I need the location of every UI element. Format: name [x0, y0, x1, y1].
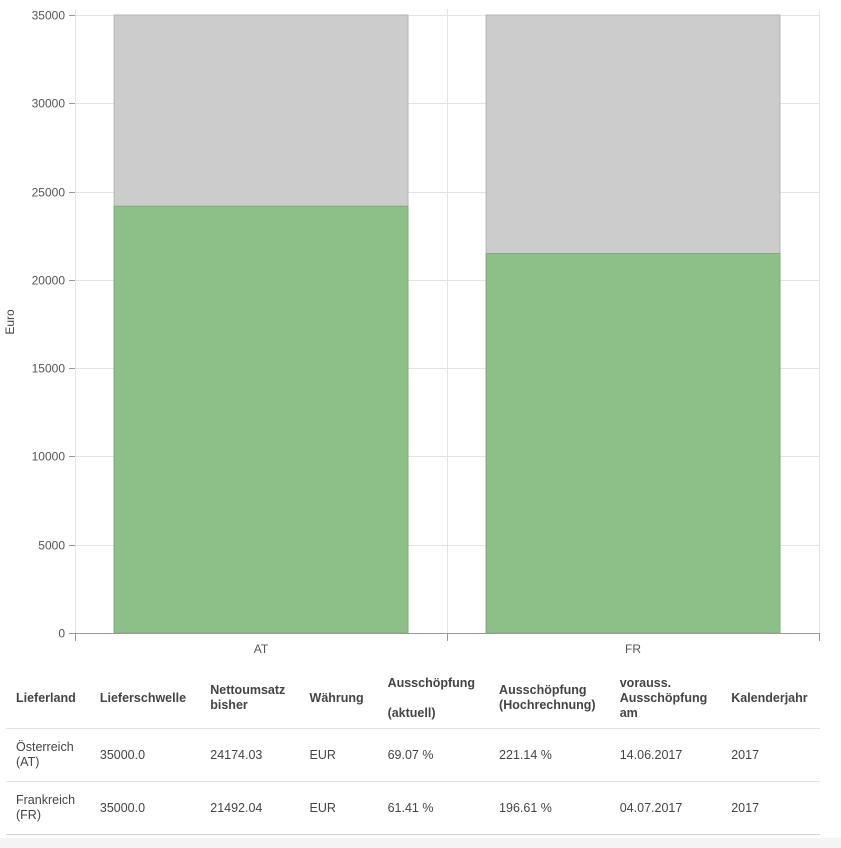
table-cell: 24174.03 [200, 728, 300, 782]
table-cell: EUR [299, 781, 378, 835]
column-header-text: Lieferland [16, 690, 76, 705]
column-header-text: Ausschöpfung [387, 675, 476, 690]
table-cell-text: (FR) [16, 808, 41, 822]
table-cell-text: 196.61 % [499, 800, 552, 815]
x-tick-label-fr: FR [625, 642, 641, 656]
footer-strip [0, 838, 841, 848]
column-header-text: am [619, 705, 638, 720]
table-cell-text: 221.14 % [499, 747, 552, 762]
y-tick-label: 5000 [38, 539, 65, 553]
y-tick-label: 10000 [32, 450, 66, 464]
column-header-text: (aktuell) [387, 705, 436, 720]
y-tick-label: 15000 [32, 362, 66, 376]
column-header-text: Ausschöpfung [499, 683, 587, 697]
table-cell-text: 14.06.2017 [619, 747, 683, 762]
data-table: Lieferland Lieferschwelle Nettoumsatz bishe… [6, 668, 820, 835]
y-tick-label: 20000 [32, 274, 66, 288]
table-cell-text: Frankreich [16, 793, 76, 807]
table-cell-text: 24174.03 [210, 747, 263, 762]
table-cell: 14.06.2017 [609, 728, 722, 782]
column-header-text: (Hochrechnung) [499, 698, 596, 712]
table-cell-text: (AT) [16, 755, 40, 769]
column-header: Währung [299, 668, 378, 729]
table-cell-text: EUR [309, 747, 336, 762]
table-cell-text: EUR [309, 800, 336, 815]
column-header-text: Währung [309, 690, 364, 705]
y-tick-label: 35000 [32, 9, 66, 23]
table-cell: 69.07 % [377, 728, 490, 782]
table-cell-text: Österreich [16, 740, 74, 754]
table-cell-text: 2017 [731, 800, 760, 815]
table-header-row: Lieferland Lieferschwelle Nettoumsatz bishe… [6, 668, 820, 729]
axes: 0 5000 10000 15000 20000 25000 30000 35000 AT FR [32, 9, 820, 656]
bar-fr-series-1 [485, 253, 781, 634]
table-cell-text: 35000.0 [99, 747, 146, 762]
table-cell: 196.61 % [489, 781, 610, 835]
column-header: Lieferland [6, 668, 90, 729]
table-cell-text: 35000.0 [99, 800, 146, 815]
table-cell-text: 21492.04 [210, 800, 263, 815]
column-header-text: vorauss. [619, 675, 672, 690]
table-cell: 35000.0 [89, 728, 201, 782]
table-body: Österreich (AT) 35000.0 24174.03 EUR 69.07 % 2… [6, 728, 820, 835]
table-cell: 04.07.2017 [609, 781, 722, 835]
table-cell: Frankreich (FR) [6, 781, 90, 835]
table-cell: Österreich (AT) [6, 728, 90, 782]
table-cell: 221.14 % [489, 728, 610, 782]
column-header-text: Lieferschwelle [99, 690, 187, 705]
column-header: Nettoumsatz bisher [200, 668, 300, 729]
column-header: Lieferschwelle [89, 668, 201, 729]
y-tick-label: 25000 [32, 186, 66, 200]
column-header: Kalenderjahr [721, 668, 820, 729]
table-cell: 2017 [721, 781, 820, 835]
y-axis-title: Euro [3, 309, 17, 335]
table-cell: 2017 [721, 728, 820, 782]
table-cell-text: 69.07 % [387, 747, 434, 762]
y-tick-label: 30000 [32, 97, 66, 111]
table-cell: 35000.0 [89, 781, 201, 835]
column-header: Ausschöpfung (Hochrechnung) [489, 668, 610, 729]
column-header-text: Nettoumsatz [210, 683, 286, 697]
table-row: Österreich (AT) 35000.0 24174.03 EUR 69.07 % 2… [6, 728, 820, 782]
column-header-text: Kalenderjahr [731, 690, 808, 705]
table-cell-text: 2017 [731, 747, 760, 762]
column-header-text: Ausschöpfung [619, 690, 708, 705]
x-tick-label-at: AT [254, 642, 269, 656]
column-header-text: bisher [210, 698, 248, 712]
table-cell-text: 61.41 % [387, 800, 434, 815]
table-cell: EUR [299, 728, 378, 782]
table-cell: 21492.04 [200, 781, 300, 835]
bar-at-series-1 [113, 205, 409, 634]
table-cell: 61.41 % [377, 781, 490, 835]
column-header: vorauss. Ausschöpfung am [609, 668, 722, 729]
y-tick-label: 0 [58, 627, 65, 641]
table-row: Frankreich (FR) 35000.0 21492.04 EUR 61.41 % 1… [6, 781, 820, 835]
column-header: Ausschöpfung (aktuell) [377, 668, 490, 729]
table-cell-text: 04.07.2017 [619, 800, 683, 815]
